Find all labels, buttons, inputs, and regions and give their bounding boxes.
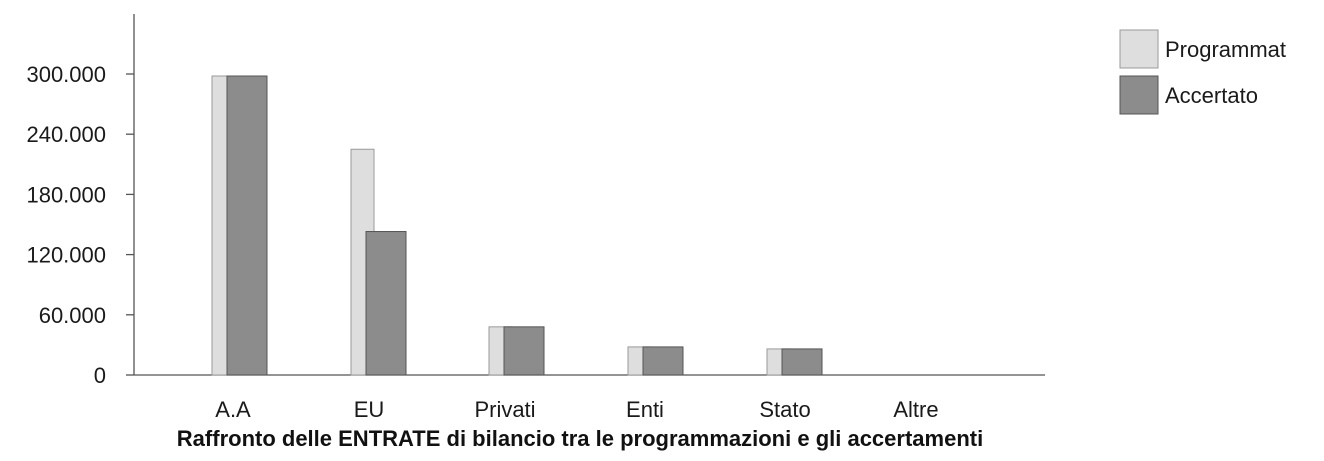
chart-title: Raffronto delle ENTRATE di bilancio tra … [176, 426, 984, 451]
bar-accertato [503, 326, 545, 376]
y-tick-label: 120.000 [26, 243, 106, 268]
legend-swatch-programmat [1119, 29, 1159, 69]
y-tick-label: 240.000 [26, 122, 106, 147]
legend-label-programmat: Programmat [1165, 37, 1286, 62]
legend-label-accertato: Accertato [1165, 83, 1258, 108]
bar-accertato [365, 231, 407, 376]
y-tick-label: 60.000 [39, 303, 106, 328]
y-tick-label: 180.000 [26, 182, 106, 207]
bar-accertato [226, 75, 268, 376]
x-category-label: Privati [474, 397, 535, 422]
x-category-label: EU [354, 397, 385, 422]
legend-swatch-accertato [1119, 75, 1159, 115]
bar-accertato [781, 348, 823, 376]
x-category-label: A.A [215, 397, 251, 422]
y-tick-label: 0 [94, 363, 106, 388]
y-tick-label: 300.000 [26, 62, 106, 87]
x-category-label: Stato [759, 397, 810, 422]
x-category-label: Enti [626, 397, 664, 422]
x-category-label: Altre [893, 397, 938, 422]
bar-accertato [642, 346, 684, 376]
